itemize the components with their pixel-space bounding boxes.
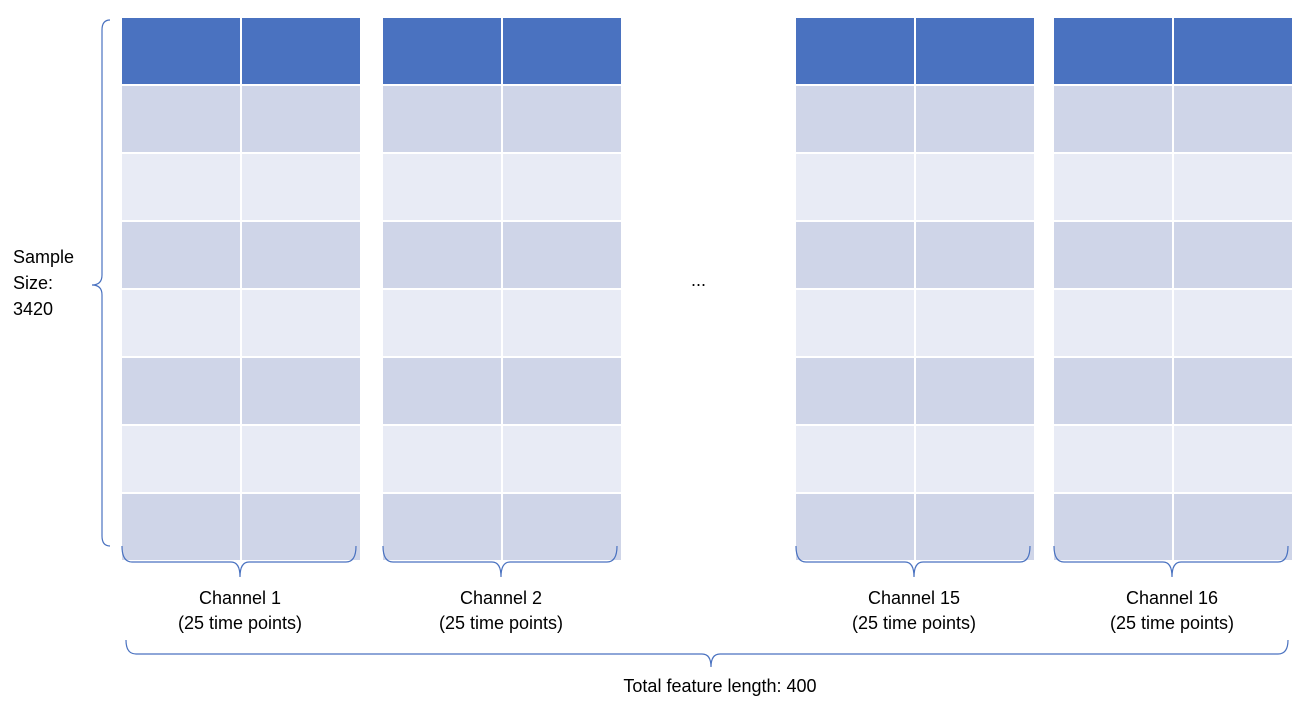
channel-16-table bbox=[1054, 18, 1292, 560]
table-cell bbox=[503, 86, 621, 152]
table-cell bbox=[1174, 290, 1292, 356]
table-cell bbox=[1054, 154, 1172, 220]
table-cell bbox=[122, 494, 240, 560]
channel-15-brace bbox=[795, 545, 1031, 578]
table-header-cell bbox=[916, 18, 1034, 84]
table-cell bbox=[1054, 222, 1172, 288]
table-header-cell bbox=[796, 18, 914, 84]
table-cell bbox=[242, 494, 360, 560]
channel-points: (25 time points) bbox=[851, 613, 977, 633]
table-header-cell bbox=[1054, 18, 1172, 84]
table-cell bbox=[1054, 494, 1172, 560]
channel-1-table bbox=[122, 18, 360, 560]
table-cell bbox=[1054, 426, 1172, 492]
channel-name: Channel 15 bbox=[867, 588, 961, 608]
sample-size-line3: 3420 bbox=[13, 299, 54, 319]
total-feature-length: Total feature length: 400 bbox=[623, 676, 817, 696]
table-cell bbox=[383, 290, 501, 356]
channel-2-table bbox=[383, 18, 621, 560]
table-cell bbox=[916, 154, 1034, 220]
table-cell bbox=[242, 222, 360, 288]
table-cell bbox=[1054, 86, 1172, 152]
channel-name: Channel 1 bbox=[198, 588, 282, 608]
table-cell bbox=[916, 86, 1034, 152]
table-cell bbox=[383, 222, 501, 288]
channel-1-label: Channel 1 (25 time points) bbox=[122, 586, 358, 636]
table-cell bbox=[796, 154, 914, 220]
table-cell bbox=[1174, 222, 1292, 288]
table-cell bbox=[796, 358, 914, 424]
channel-16-brace bbox=[1053, 545, 1289, 578]
sample-size-line1: Sample bbox=[13, 247, 75, 267]
table-cell bbox=[1174, 154, 1292, 220]
table-cell bbox=[1054, 290, 1172, 356]
sample-size-line2: Size: bbox=[13, 273, 54, 293]
table-header-cell bbox=[242, 18, 360, 84]
table-cell bbox=[503, 290, 621, 356]
channel-16-label: Channel 16 (25 time points) bbox=[1054, 586, 1290, 636]
channel-points: (25 time points) bbox=[1109, 613, 1235, 633]
table-cell bbox=[122, 426, 240, 492]
table-cell bbox=[242, 290, 360, 356]
table-cell bbox=[503, 154, 621, 220]
table-cell bbox=[796, 86, 914, 152]
table-cell bbox=[503, 494, 621, 560]
table-cell bbox=[796, 290, 914, 356]
channel-15-label: Channel 15 (25 time points) bbox=[796, 586, 1032, 636]
table-header-cell bbox=[122, 18, 240, 84]
channel-2-brace bbox=[382, 545, 618, 578]
table-cell bbox=[796, 494, 914, 560]
channel-name: Channel 16 bbox=[1125, 588, 1219, 608]
table-cell bbox=[916, 494, 1034, 560]
table-cell bbox=[916, 222, 1034, 288]
table-cell bbox=[242, 426, 360, 492]
channel-2-label: Channel 2 (25 time points) bbox=[383, 586, 619, 636]
table-cell bbox=[1174, 86, 1292, 152]
table-cell bbox=[242, 154, 360, 220]
table-cell bbox=[503, 426, 621, 492]
total-feature-brace bbox=[125, 639, 1289, 668]
table-cell bbox=[1174, 494, 1292, 560]
table-cell bbox=[503, 222, 621, 288]
table-cell bbox=[1174, 426, 1292, 492]
channel-15-table bbox=[796, 18, 1034, 560]
table-header-cell bbox=[383, 18, 501, 84]
table-cell bbox=[796, 426, 914, 492]
sample-size-label: Sample Size: 3420 bbox=[13, 244, 74, 322]
table-cell bbox=[122, 154, 240, 220]
table-cell bbox=[503, 358, 621, 424]
table-header-cell bbox=[503, 18, 621, 84]
table-cell bbox=[242, 358, 360, 424]
table-cell bbox=[122, 290, 240, 356]
table-header-cell bbox=[1174, 18, 1292, 84]
table-cell bbox=[242, 86, 360, 152]
sample-size-brace bbox=[91, 19, 111, 547]
table-cell bbox=[383, 154, 501, 220]
table-cell bbox=[122, 358, 240, 424]
table-cell bbox=[383, 494, 501, 560]
table-cell bbox=[383, 426, 501, 492]
table-cell bbox=[383, 358, 501, 424]
table-cell bbox=[1054, 358, 1172, 424]
channel-1-brace bbox=[121, 545, 357, 578]
table-cell bbox=[916, 290, 1034, 356]
table-cell bbox=[122, 86, 240, 152]
channel-points: (25 time points) bbox=[177, 613, 303, 633]
table-cell bbox=[916, 426, 1034, 492]
ellipsis: ... bbox=[691, 270, 707, 290]
channel-name: Channel 2 bbox=[459, 588, 543, 608]
table-cell bbox=[122, 222, 240, 288]
table-cell bbox=[1174, 358, 1292, 424]
table-cell bbox=[796, 222, 914, 288]
table-cell bbox=[916, 358, 1034, 424]
table-cell bbox=[383, 86, 501, 152]
channel-points: (25 time points) bbox=[438, 613, 564, 633]
